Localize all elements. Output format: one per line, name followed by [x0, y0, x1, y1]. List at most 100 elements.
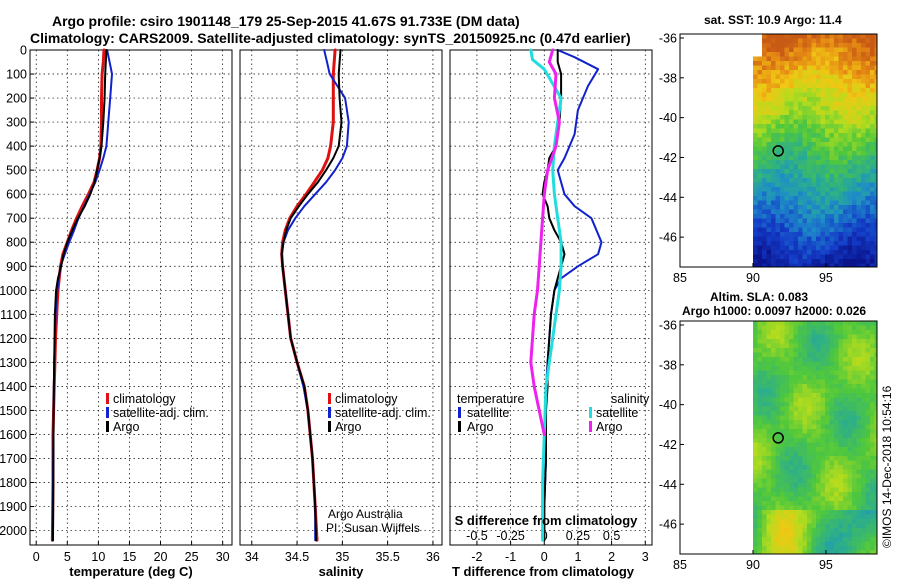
map-cell: [865, 460, 871, 466]
map-cell: [870, 92, 875, 98]
map-cell: [820, 151, 826, 156]
map-cell: [834, 523, 839, 529]
map-cell: [834, 196, 839, 201]
map-cell: [856, 200, 862, 206]
map-cell: [843, 79, 848, 84]
map-cell: [780, 124, 785, 129]
map-cell: [820, 227, 826, 233]
map-cell: [757, 411, 763, 416]
map-cell: [829, 70, 835, 75]
map-cell: [766, 88, 772, 93]
map-cell: [874, 151, 877, 156]
map-cell: [793, 321, 799, 326]
map-cell: [829, 442, 835, 448]
map-cell: [762, 456, 767, 461]
map-cell: [834, 411, 839, 416]
map-cell: [802, 325, 808, 331]
map-cell: [753, 321, 758, 326]
map-cell: [816, 83, 821, 89]
map-cell: [784, 496, 790, 502]
map-cell: [766, 214, 772, 219]
map-cell: [798, 510, 803, 515]
map-cell: [771, 250, 776, 255]
map-cell: [847, 487, 853, 493]
map-cell: [798, 43, 803, 48]
map-cell: [766, 205, 772, 210]
map-cell: [780, 43, 785, 48]
map-cell: [811, 510, 817, 515]
map-cell: [775, 478, 781, 484]
map-cell: [811, 173, 817, 179]
map-cell: [861, 250, 866, 255]
sla-heatmap: [753, 321, 877, 554]
map-cell: [798, 259, 803, 264]
map-cell: [816, 52, 821, 57]
map-cell: [852, 83, 857, 89]
map-cell: [829, 65, 835, 71]
map-cell: [861, 137, 866, 143]
map-cell: [807, 214, 812, 219]
map-cell: [834, 366, 839, 371]
map-cell: [870, 541, 875, 547]
map-cell: [834, 487, 839, 493]
map-cell: [798, 56, 803, 62]
map-cell: [766, 259, 772, 264]
map-cell: [784, 259, 790, 264]
map-cell: [775, 550, 781, 554]
map-cell: [766, 469, 772, 475]
map-cell: [757, 205, 763, 210]
map-cell: [798, 397, 803, 403]
map-cell: [807, 254, 812, 260]
map-cell: [793, 505, 799, 511]
map-cell: [807, 321, 812, 326]
map-cell: [793, 483, 799, 488]
map-cell: [852, 38, 857, 44]
map-cell: [798, 182, 803, 188]
map-cell: [834, 245, 839, 251]
map-cell: [874, 541, 877, 547]
map-cell: [771, 133, 776, 138]
map-cell: [811, 254, 817, 260]
map-cell: [816, 478, 821, 484]
map-cell: [829, 496, 835, 502]
map-cell: [780, 510, 785, 515]
map-cell: [865, 492, 871, 497]
map-cell: [874, 325, 877, 331]
map-cell: [757, 128, 763, 134]
map-cell: [852, 65, 857, 71]
map-cell: [861, 133, 866, 138]
map-cell: [843, 465, 848, 470]
map-cell: [798, 245, 803, 251]
map-cell: [766, 546, 772, 551]
map-cell: [793, 259, 799, 264]
map-cell: [793, 451, 799, 457]
map-cell: [874, 115, 877, 120]
map-cell: [825, 88, 830, 93]
map-cell: [870, 415, 875, 421]
map-cell: [762, 119, 767, 125]
map-cell: [820, 110, 826, 116]
map-cell: [762, 352, 767, 358]
map-cell: [843, 169, 848, 174]
map-cell: [852, 406, 857, 412]
map-cell: [784, 546, 790, 551]
map-cell: [802, 236, 808, 242]
map-cell: [753, 245, 758, 251]
map-cell: [793, 361, 799, 367]
map-cell: [825, 330, 830, 335]
map-cell: [775, 438, 781, 443]
map-cell: [771, 510, 776, 515]
map-cell: [838, 501, 844, 506]
map-cell: [766, 505, 772, 511]
map-cell: [753, 501, 758, 506]
map-cell: [820, 519, 826, 524]
map-cell: [820, 330, 826, 335]
map-cell: [771, 236, 776, 242]
map-cell: [874, 528, 877, 533]
map-cell: [829, 388, 835, 394]
map-cell: [852, 343, 857, 349]
map-cell: [793, 343, 799, 349]
map-cell: [757, 366, 763, 371]
map-cell: [802, 465, 808, 470]
map-cell: [847, 483, 853, 488]
